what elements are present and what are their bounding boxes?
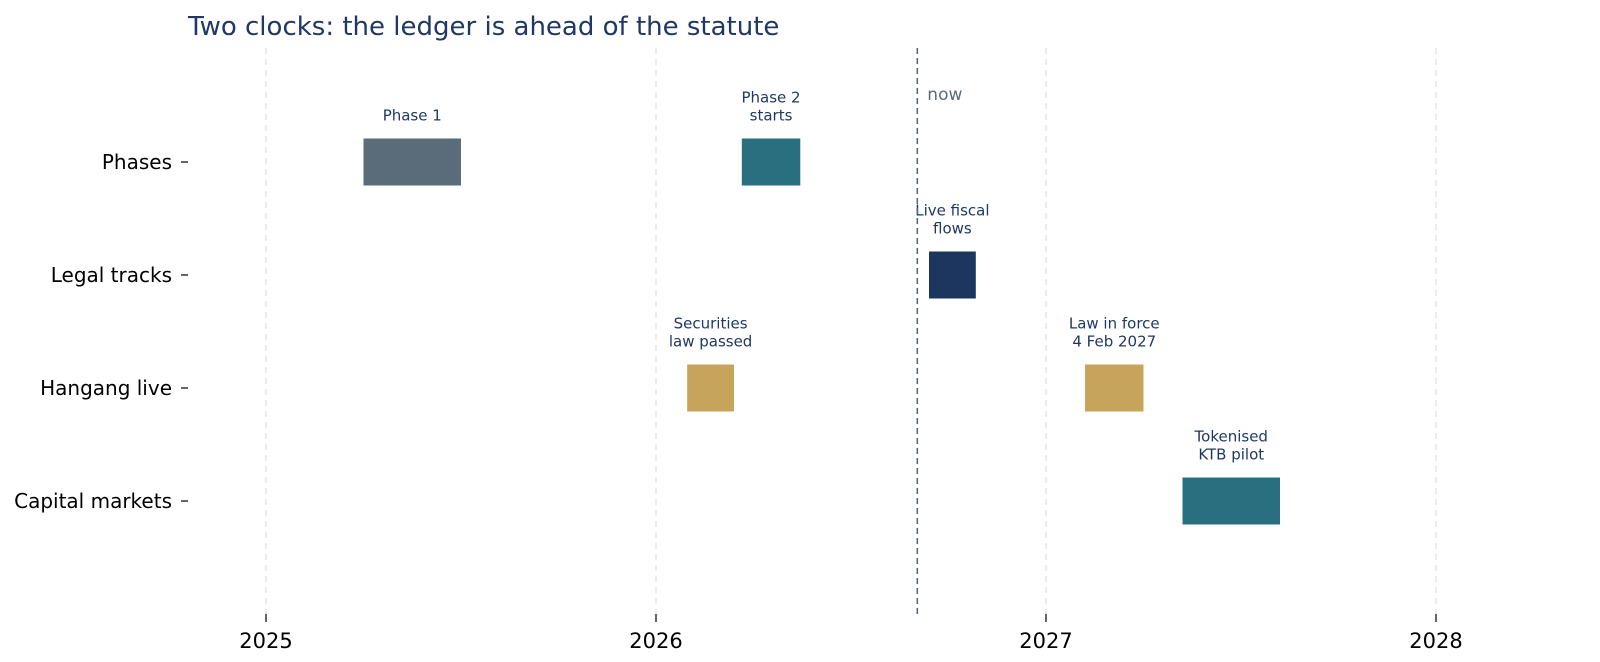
task-label: Tokenised	[1194, 428, 1268, 446]
now-label: now	[927, 85, 962, 105]
task-label: Live fiscal	[915, 202, 989, 220]
task-label: starts	[750, 107, 793, 125]
task-label: Securities	[674, 315, 748, 333]
task-bar	[1182, 477, 1280, 525]
x-tick-label: 2026	[629, 629, 682, 653]
chart-title: Two clocks: the ledger is ahead of the s…	[187, 12, 779, 42]
now-marker: now	[916, 48, 962, 614]
x-tick-label: 2025	[239, 629, 292, 653]
y-tick-label: Capital markets	[14, 489, 172, 513]
task-bar	[1085, 364, 1144, 412]
x-tick-label: 2028	[1409, 629, 1462, 653]
task-bar	[741, 138, 801, 186]
y-tick-label: Phases	[102, 150, 172, 174]
task-label: 4 Feb 2027	[1072, 333, 1156, 351]
task-bar	[929, 251, 976, 299]
task-label: flows	[933, 220, 972, 238]
task-bar	[363, 138, 461, 186]
task-label: law passed	[669, 333, 753, 351]
y-tick-label: Legal tracks	[51, 263, 172, 287]
task-bar	[687, 364, 734, 412]
task-label: Phase 1	[383, 107, 442, 125]
task-label: Phase 2	[741, 89, 800, 107]
x-tick-label: 2027	[1019, 629, 1072, 653]
y-axis: Phases Legal tracks Hangang live Capital ma…	[14, 150, 188, 513]
task-label: Law in force	[1069, 315, 1160, 333]
task-label: KTB pilot	[1198, 446, 1264, 464]
x-axis: 2025 2026 2027 2028	[239, 614, 1463, 653]
y-tick-label: Hangang live	[40, 376, 172, 400]
gridlines	[265, 48, 1437, 614]
